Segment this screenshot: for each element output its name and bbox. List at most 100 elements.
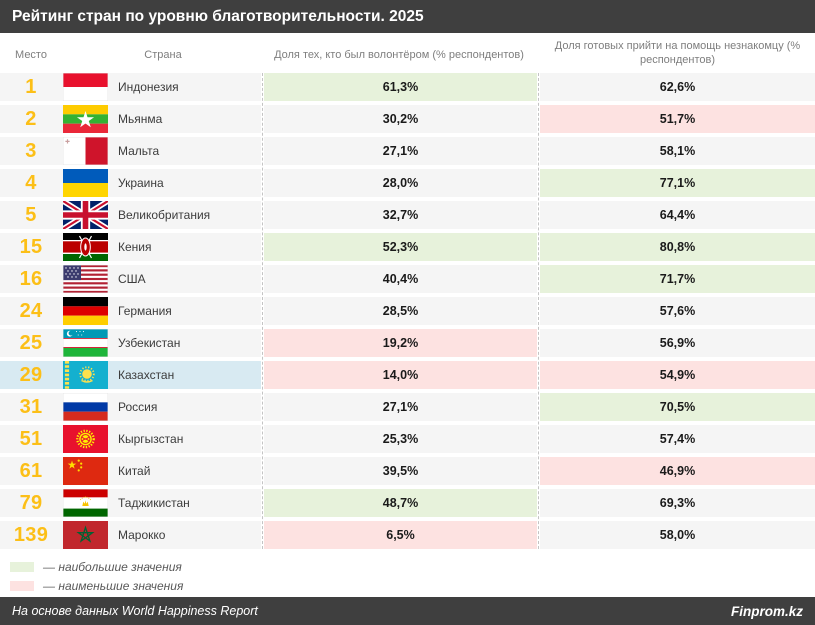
help-stranger-share-cell: 64,4% [540, 201, 815, 229]
volunteer-share-value: 52,3% [382, 240, 419, 254]
volunteer-share-value: 30,2% [382, 112, 419, 126]
help-stranger-share-value: 77,1% [659, 176, 696, 190]
rank-cell: 51 [0, 425, 62, 453]
rank-cell: 61 [0, 457, 62, 485]
table-row: 79 Таджикистан 48,7% 69,3% [0, 489, 815, 517]
country-name: Украина [108, 169, 261, 197]
country-name: Китай [108, 457, 261, 485]
volunteer-share-cell: 19,2% [264, 329, 537, 357]
rank-value: 3 [25, 139, 37, 162]
table-row: 2 Мьянма 30,2% 51,7% [0, 105, 815, 133]
volunteer-share-value: 28,5% [382, 304, 419, 318]
volunteer-share-value: 32,7% [382, 208, 419, 222]
volunteer-share-value: 39,5% [382, 464, 419, 478]
rank-cell: 2 [0, 105, 62, 133]
help-stranger-share-cell: 57,6% [540, 297, 815, 325]
table-row: 16 США 40,4% 71,7% [0, 265, 815, 293]
country-name: Великобритания [108, 201, 261, 229]
country-name: Кыргызстан [108, 425, 261, 453]
table-row: 51 Кыргызстан 25,3% 57,4% [0, 425, 815, 453]
title-bar: Рейтинг стран по уровню благотворительно… [0, 0, 815, 33]
help-stranger-share-cell: 58,0% [540, 521, 815, 549]
volunteer-share-cell: 52,3% [264, 233, 537, 261]
help-stranger-share-cell: 70,5% [540, 393, 815, 421]
flag-usa-icon [62, 265, 108, 293]
country-name: Россия [108, 393, 261, 421]
column-header-volunteer: Доля тех, кто был волонтёром (% респонде… [274, 49, 524, 61]
footer-bar: На основе данных World Happiness Report … [0, 597, 815, 625]
volunteer-share-value: 27,1% [382, 400, 419, 414]
country-name: Мьянма [108, 105, 261, 133]
volunteer-share-cell: 32,7% [264, 201, 537, 229]
country-name: Марокко [108, 521, 261, 549]
help-stranger-share-cell: 57,4% [540, 425, 815, 453]
rank-cell: 1 [0, 73, 62, 101]
rank-cell: 16 [0, 265, 62, 293]
flag-ukraine-icon [62, 169, 108, 197]
volunteer-share-value: 19,2% [382, 336, 419, 350]
country-name: Казахстан [108, 361, 261, 389]
volunteer-share-value: 27,1% [382, 144, 419, 158]
country-name: Германия [108, 297, 261, 325]
help-stranger-share-cell: 62,6% [540, 73, 815, 101]
legend-low-label: — наименьшие значения [43, 578, 184, 593]
help-stranger-share-value: 57,6% [659, 304, 696, 318]
help-stranger-share-cell: 56,9% [540, 329, 815, 357]
column-header-rank: Место [15, 49, 47, 61]
volunteer-share-cell: 27,1% [264, 393, 537, 421]
rank-value: 24 [19, 299, 43, 322]
flag-russia-icon [62, 393, 108, 421]
flag-malta-icon [62, 137, 108, 165]
volunteer-share-cell: 39,5% [264, 457, 537, 485]
rank-value: 4 [25, 171, 37, 194]
table-row: 31 Россия 27,1% 70,5% [0, 393, 815, 421]
volunteer-share-value: 40,4% [382, 272, 419, 286]
column-divider [538, 73, 539, 549]
rank-value: 31 [19, 395, 43, 418]
brand-logo: Finprom.kz [730, 603, 803, 619]
table-row: 15 Кения 52,3% 80,8% [0, 233, 815, 261]
rank-value: 139 [13, 523, 49, 546]
rank-cell: 25 [0, 329, 62, 357]
column-header-country: Страна [144, 49, 182, 61]
rank-value: 15 [19, 235, 43, 258]
flag-kenya-icon [62, 233, 108, 261]
help-stranger-share-value: 56,9% [659, 336, 696, 350]
help-stranger-share-value: 80,8% [659, 240, 696, 254]
help-stranger-share-cell: 54,9% [540, 361, 815, 389]
source-note: На основе данных World Happiness Report [12, 604, 258, 618]
page-title: Рейтинг стран по уровню благотворительно… [12, 7, 424, 25]
rank-value: 29 [19, 363, 43, 386]
flag-myanmar-icon [62, 105, 108, 133]
table-row: 24 Германия 28,5% 57,6% [0, 297, 815, 325]
country-name: Индонезия [108, 73, 261, 101]
country-name: США [108, 265, 261, 293]
rank-cell: 3 [0, 137, 62, 165]
help-stranger-share-value: 70,5% [659, 400, 696, 414]
rank-cell: 5 [0, 201, 62, 229]
volunteer-share-value: 28,0% [382, 176, 419, 190]
rank-cell: 139 [0, 521, 62, 549]
table-row: 29 Казахстан 14,0% 54,9% [0, 361, 815, 389]
flag-tajikistan-icon [62, 489, 108, 517]
volunteer-share-cell: 48,7% [264, 489, 537, 517]
help-stranger-share-cell: 77,1% [540, 169, 815, 197]
rank-cell: 24 [0, 297, 62, 325]
volunteer-share-value: 61,3% [382, 80, 419, 94]
table-row: 1 Индонезия 61,3% 62,6% [0, 73, 815, 101]
table-row: 61 Китай 39,5% 46,9% [0, 457, 815, 485]
country-name: Кения [108, 233, 261, 261]
help-stranger-share-value: 51,7% [659, 112, 696, 126]
rank-value: 16 [19, 267, 43, 290]
help-stranger-share-cell: 71,7% [540, 265, 815, 293]
flag-china-icon [62, 457, 108, 485]
flag-morocco-icon [62, 521, 108, 549]
help-stranger-share-cell: 51,7% [540, 105, 815, 133]
volunteer-share-cell: 14,0% [264, 361, 537, 389]
volunteer-share-value: 48,7% [382, 496, 419, 510]
country-name: Мальта [108, 137, 261, 165]
volunteer-share-cell: 27,1% [264, 137, 537, 165]
rank-value: 5 [25, 203, 37, 226]
legend-item-high: — наибольшие значения [10, 559, 815, 574]
